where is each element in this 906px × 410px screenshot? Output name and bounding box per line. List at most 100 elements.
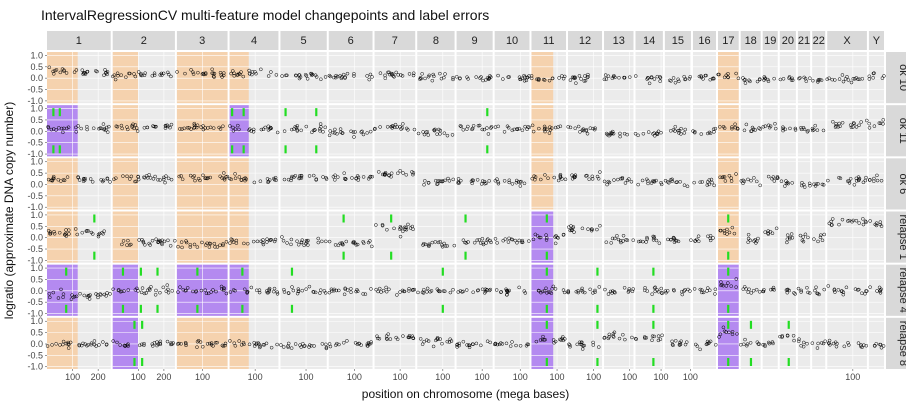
data-point xyxy=(692,180,696,185)
label-region xyxy=(717,264,739,316)
data-point xyxy=(840,121,845,125)
data-point xyxy=(192,242,197,247)
data-point xyxy=(676,128,680,133)
data-point xyxy=(848,123,853,127)
data-point xyxy=(854,218,859,223)
data-point xyxy=(479,75,483,79)
data-point xyxy=(163,126,168,130)
panel-bg xyxy=(664,211,691,263)
data-point xyxy=(261,127,266,131)
data-point xyxy=(465,343,469,347)
data-point xyxy=(826,178,830,183)
data-point xyxy=(352,135,356,139)
data-point xyxy=(318,288,323,292)
data-point xyxy=(727,230,732,235)
panel-bg xyxy=(417,317,455,369)
chromosome-label: 5 xyxy=(301,35,307,47)
profile-label: relapse 4 xyxy=(897,268,906,313)
data-point xyxy=(438,71,442,76)
data-point xyxy=(144,291,148,295)
x-tick-label: 100 xyxy=(435,372,450,382)
data-point xyxy=(211,344,215,348)
data-point xyxy=(568,125,573,130)
data-point xyxy=(616,177,620,182)
data-point xyxy=(785,233,790,237)
data-point xyxy=(640,178,645,183)
data-point xyxy=(340,241,344,245)
chromosome-label: 21 xyxy=(798,35,810,47)
data-point xyxy=(580,289,585,294)
data-point xyxy=(504,341,509,346)
data-point xyxy=(422,339,426,344)
data-point xyxy=(678,340,682,345)
data-point xyxy=(806,128,810,133)
data-point xyxy=(863,219,868,224)
data-point xyxy=(597,345,601,349)
data-point xyxy=(195,123,200,128)
data-point xyxy=(517,285,521,290)
data-point xyxy=(208,341,212,346)
data-point xyxy=(752,176,756,180)
chromosome-strip-bg xyxy=(176,31,228,50)
data-point xyxy=(771,285,776,290)
data-point xyxy=(185,286,190,290)
data-point xyxy=(83,178,87,182)
data-point xyxy=(285,241,289,245)
data-point xyxy=(602,77,607,82)
profile-strip-bg xyxy=(886,317,906,369)
data-point xyxy=(852,121,856,126)
data-point xyxy=(602,179,607,184)
data-point xyxy=(343,177,348,182)
panel-bg xyxy=(635,211,663,263)
data-point xyxy=(229,237,233,241)
data-point xyxy=(403,227,407,231)
data-point xyxy=(757,77,762,82)
data-point xyxy=(221,344,226,349)
data-point xyxy=(375,334,379,338)
data-point xyxy=(176,244,180,249)
data-point xyxy=(744,122,749,127)
data-point xyxy=(543,337,547,342)
data-point xyxy=(730,126,734,131)
data-point xyxy=(328,344,333,349)
data-point xyxy=(570,173,574,177)
data-point xyxy=(442,131,447,135)
data-point xyxy=(318,129,322,133)
data-point xyxy=(551,338,556,342)
data-point xyxy=(101,122,106,126)
data-point xyxy=(531,129,536,134)
panel-bg xyxy=(635,317,663,369)
data-point xyxy=(657,241,662,245)
data-point xyxy=(708,238,713,243)
x-axis-title: position on chromosome (mega bases) xyxy=(362,387,569,401)
data-point xyxy=(805,341,809,346)
data-point xyxy=(323,75,328,79)
data-point xyxy=(154,237,158,241)
data-point xyxy=(699,74,703,78)
data-point xyxy=(807,291,812,295)
data-point xyxy=(848,177,853,181)
data-point xyxy=(734,285,738,289)
data-point xyxy=(380,172,385,177)
data-point xyxy=(755,79,760,84)
data-point xyxy=(846,78,851,82)
chromosome-strip-bg xyxy=(456,31,493,50)
data-point xyxy=(179,240,184,244)
data-point xyxy=(161,71,166,76)
data-point xyxy=(617,336,622,341)
data-point xyxy=(697,239,701,244)
data-point xyxy=(327,73,332,78)
data-point xyxy=(46,177,51,182)
data-point xyxy=(586,75,590,79)
data-point xyxy=(121,239,126,243)
data-point xyxy=(682,74,686,79)
data-point xyxy=(92,339,97,343)
data-point xyxy=(710,180,714,185)
data-point xyxy=(286,177,291,182)
data-point xyxy=(486,77,491,81)
profile-strip-bg xyxy=(886,264,906,316)
data-point xyxy=(243,178,247,183)
data-point xyxy=(416,131,421,136)
data-point xyxy=(305,77,310,81)
